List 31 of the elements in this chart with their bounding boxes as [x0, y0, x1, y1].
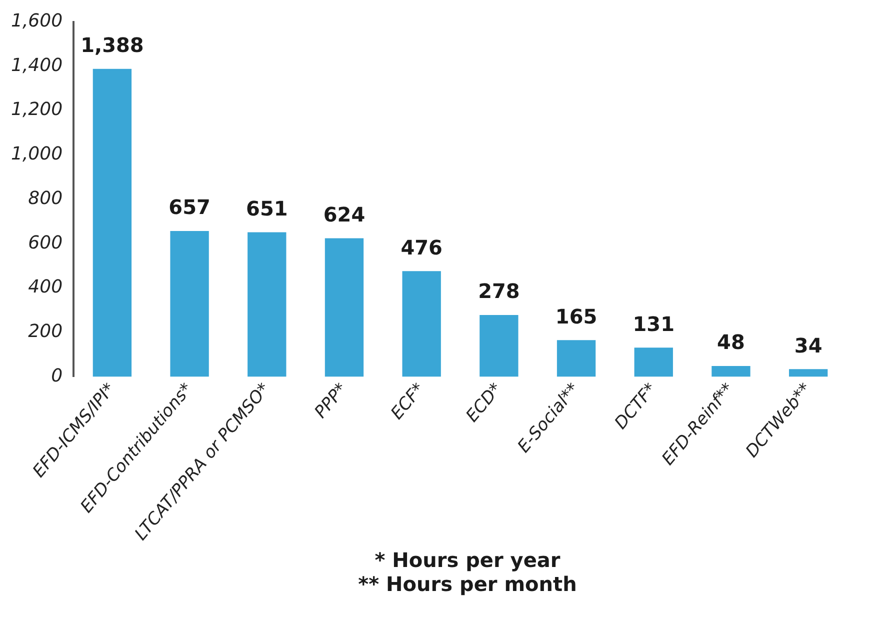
bar — [92, 68, 132, 377]
bar — [324, 238, 364, 377]
y-tick-label: 0 — [51, 365, 63, 386]
text: * Hours per year — [374, 548, 562, 572]
bar — [556, 340, 596, 377]
text: ** Hours per month — [357, 572, 578, 596]
y-tick-label: 600 — [28, 232, 63, 254]
bar — [402, 271, 441, 377]
y-tick-label: 1,200 — [11, 99, 63, 120]
data-label: 278 — [478, 279, 520, 304]
bar — [480, 315, 518, 377]
data-label: 1,388 — [80, 33, 144, 58]
data-label: 131 — [632, 312, 675, 336]
bar — [712, 366, 750, 377]
y-tick-label: 1,000 — [11, 144, 63, 165]
y-tick-label: 400 — [28, 276, 63, 298]
data-label: 165 — [555, 304, 598, 328]
data-label: 651 — [246, 196, 288, 220]
y-tick-label: 1,600 — [11, 10, 63, 32]
data-label: 476 — [400, 235, 442, 260]
data-label: 34 — [794, 333, 822, 358]
data-label: 657 — [168, 195, 210, 220]
bar — [170, 230, 209, 377]
y-tick-label: 800 — [28, 188, 63, 209]
data-label: 624 — [323, 202, 366, 226]
bar — [634, 348, 673, 377]
bar — [788, 369, 828, 377]
y-tick-label: 200 — [28, 321, 63, 342]
bar — [248, 232, 286, 377]
y-tick-label: 1,400 — [11, 54, 63, 76]
data-label: 48 — [717, 330, 745, 354]
